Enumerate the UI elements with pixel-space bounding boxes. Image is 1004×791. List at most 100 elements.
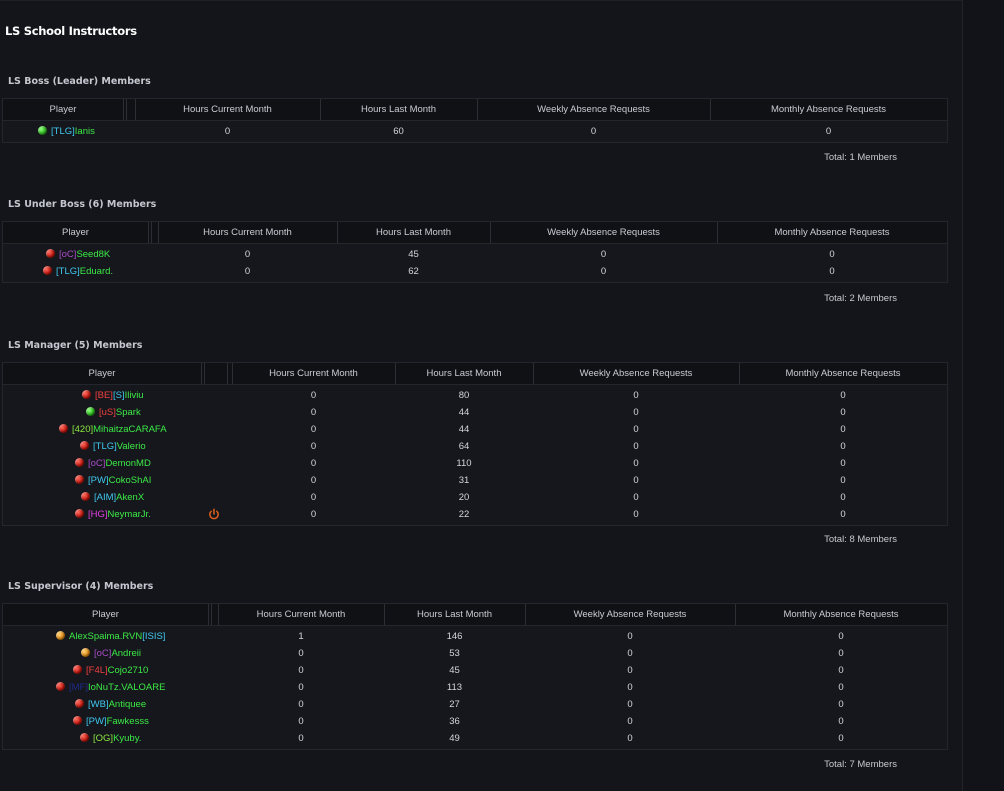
player-cell[interactable]: [BE][S]Iliviu <box>82 387 144 404</box>
player-name[interactable]: AkenX <box>116 492 145 503</box>
table-row: [uS]Spark 0 44 0 0 <box>3 404 947 421</box>
page-title: LS School Instructors <box>5 24 137 38</box>
weekly-absence-requests-value: 0 <box>627 733 633 744</box>
player-name[interactable]: IoNuTz.VALOARE <box>88 682 166 693</box>
player-cell[interactable]: AlexSpaima.RVN[ISIS] <box>56 628 165 645</box>
hours-last-month-value: 22 <box>458 509 470 520</box>
player-cell[interactable]: [PW]CokoShAI <box>75 472 151 489</box>
power-icon[interactable] <box>208 508 220 520</box>
player-cell[interactable]: [AIM]AkenX <box>81 489 144 506</box>
column-header-hours-last-month[interactable]: Hours Last Month <box>376 227 451 238</box>
player-cell[interactable]: [TLG]Eduard. <box>43 263 113 280</box>
table-row: AlexSpaima.RVN[ISIS] 1 146 0 0 <box>3 628 947 645</box>
column-header-hours-current-month[interactable]: Hours Current Month <box>256 609 346 620</box>
player-name[interactable]: Andreii <box>111 648 142 659</box>
weekly-absence-requests-value: 0 <box>633 492 639 503</box>
column-header-hours-last-month[interactable]: Hours Last Month <box>361 104 436 115</box>
column-header-monthly-absence-requests[interactable]: Monthly Absence Requests <box>770 104 887 115</box>
column-header-monthly-absence-requests[interactable]: Monthly Absence Requests <box>774 227 890 238</box>
clan-tag: [TLG] <box>56 266 80 277</box>
monthly-absence-requests-value: 0 <box>840 492 846 503</box>
column-header-weekly-absence-requests[interactable]: Weekly Absence Requests <box>579 368 693 379</box>
column-header-hours-last-month[interactable]: Hours Last Month <box>417 609 492 620</box>
player-name[interactable]: AlexSpaima.RVN <box>69 631 143 642</box>
table-header: Player Hours Current Month Hours Last Mont… <box>3 99 947 121</box>
column-header-hours-current-month[interactable]: Hours Current Month <box>183 104 272 115</box>
status-orange-icon <box>81 648 90 657</box>
player-name[interactable]: Cojo2710 <box>107 665 149 676</box>
column-divider <box>232 363 233 384</box>
player-name[interactable]: Seed8K <box>76 249 111 260</box>
player-cell[interactable]: [TLG]Valerio <box>80 438 146 455</box>
table-row: [420]MihaitzaCARAFA 0 44 0 0 <box>3 421 947 438</box>
status-red-icon <box>75 475 84 484</box>
column-header-hours-last-month[interactable]: Hours Last Month <box>426 368 502 379</box>
player-name[interactable]: Kyuby. <box>113 733 142 744</box>
player-name[interactable]: MihaitzaCARAFA <box>93 424 167 435</box>
page-margin <box>963 0 1004 782</box>
clan-tag: [ISIS] <box>142 631 166 642</box>
hours-last-month-value: 60 <box>393 126 404 137</box>
column-header-player[interactable]: Player <box>62 227 89 238</box>
hours-last-month-value: 27 <box>449 699 460 710</box>
table-row: [WB]Antiquee 0 27 0 0 <box>3 696 947 713</box>
monthly-absence-requests-value: 0 <box>829 249 835 260</box>
player-name[interactable]: CokoShAI <box>108 475 152 486</box>
player-name[interactable]: Iliviu <box>124 390 144 401</box>
player-cell[interactable]: [oC]DemonMD <box>75 455 151 472</box>
table-row: [BE][S]Iliviu 0 80 0 0 <box>3 387 947 404</box>
weekly-absence-requests-value: 0 <box>627 648 633 659</box>
player-cell[interactable]: [WB]Antiquee <box>75 696 146 713</box>
weekly-absence-requests-value: 0 <box>627 665 633 676</box>
monthly-absence-requests-value: 0 <box>838 716 844 727</box>
player-name[interactable]: Spark <box>115 407 141 418</box>
column-header-hours-current-month[interactable]: Hours Current Month <box>203 227 292 238</box>
player-cell[interactable]: [OG]Kyuby. <box>80 730 141 747</box>
weekly-absence-requests-value: 0 <box>633 475 639 486</box>
player-name[interactable]: Fawkesss <box>106 716 149 727</box>
clan-tag: [oC] <box>88 458 106 469</box>
status-red-icon <box>43 266 52 275</box>
column-divider <box>525 604 526 625</box>
column-header-monthly-absence-requests[interactable]: Monthly Absence Requests <box>785 368 901 379</box>
column-header-weekly-absence-requests[interactable]: Weekly Absence Requests <box>537 104 650 115</box>
column-divider <box>384 604 385 625</box>
hours-current-month-value: 0 <box>310 407 317 418</box>
player-cell[interactable]: [uS]Spark <box>86 404 141 421</box>
clan-tag: [TLG] <box>51 126 75 137</box>
player-cell[interactable]: [420]MihaitzaCARAFA <box>59 421 167 438</box>
hours-current-month-value: 0 <box>244 266 251 277</box>
player-cell[interactable]: [PW]Fawkesss <box>73 713 149 730</box>
monthly-absence-requests-value: 0 <box>838 682 844 693</box>
player-name[interactable]: Valerio <box>116 441 146 452</box>
hours-last-month-value: 53 <box>449 648 460 659</box>
player-name[interactable]: NeymarJr. <box>107 509 151 520</box>
status-red-icon <box>73 665 82 674</box>
weekly-absence-requests-value: 0 <box>627 716 633 727</box>
player-name[interactable]: DemonMD <box>105 458 151 469</box>
column-header-monthly-absence-requests[interactable]: Monthly Absence Requests <box>783 609 899 620</box>
status-green-icon <box>38 126 47 135</box>
hours-last-month-value: 45 <box>449 665 460 676</box>
player-cell[interactable]: [HG]NeymarJr. <box>75 506 151 523</box>
column-header-player[interactable]: Player <box>88 368 116 379</box>
status-red-icon <box>75 458 84 467</box>
column-header-player[interactable]: Player <box>92 609 119 620</box>
player-cell[interactable]: [oC]Seed8K <box>46 246 110 263</box>
player-cell[interactable]: [oC]Andreii <box>81 645 141 662</box>
column-header-weekly-absence-requests[interactable]: Weekly Absence Requests <box>547 227 660 238</box>
column-header-weekly-absence-requests[interactable]: Weekly Absence Requests <box>573 609 687 620</box>
player-cell[interactable]: [MF]IoNuTz.VALOARE <box>56 679 165 696</box>
player-name[interactable]: Ianis <box>74 126 95 137</box>
player-cell[interactable]: [F4L]Cojo2710 <box>73 662 148 679</box>
column-header-player[interactable]: Player <box>49 104 77 115</box>
table-row: [TLG]Valerio 0 64 0 0 <box>3 438 947 455</box>
table-row: [OG]Kyuby. 0 49 0 0 <box>3 730 947 747</box>
weekly-absence-requests-value: 0 <box>590 126 597 137</box>
player-cell[interactable]: [TLG]Ianis <box>38 123 95 140</box>
column-header-hours-current-month[interactable]: Hours Current Month <box>269 368 358 379</box>
player-name[interactable]: Eduard. <box>79 266 114 277</box>
hours-last-month-value: 44 <box>458 424 470 435</box>
player-name[interactable]: Antiquee <box>108 699 147 710</box>
hours-current-month-value: 0 <box>298 665 304 676</box>
